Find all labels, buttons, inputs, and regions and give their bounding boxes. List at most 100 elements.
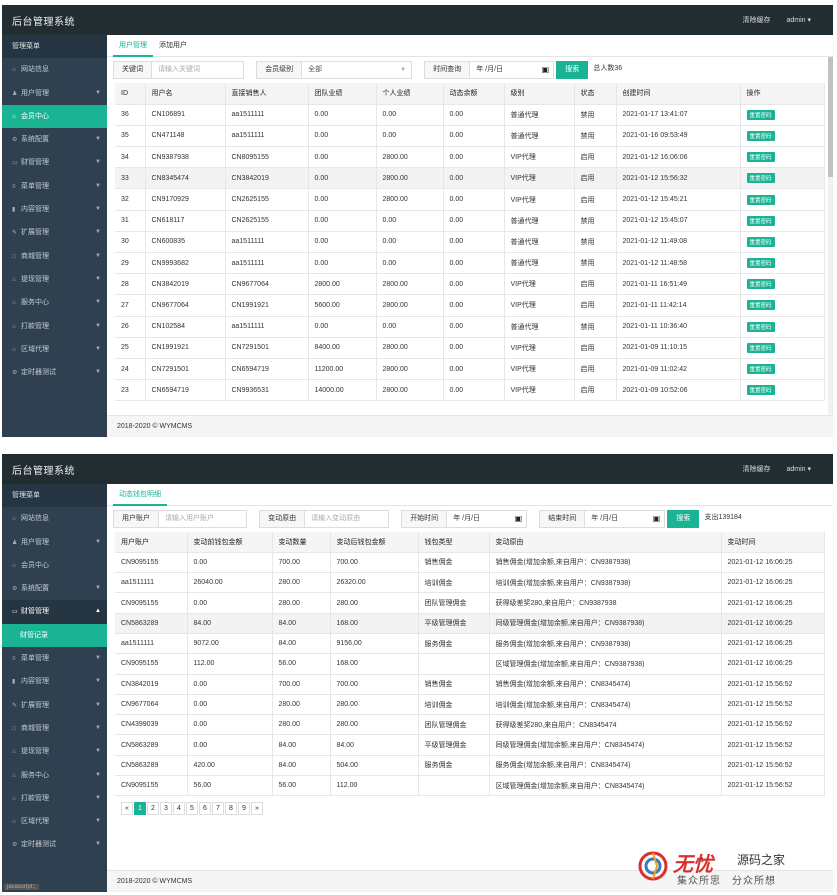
calendar-icon[interactable]: ▣ [541,65,550,74]
table-cell: 504.00 [330,755,419,777]
sidebar-item[interactable]: ⌂ 打款管理 ▼ [2,787,107,810]
sidebar-item[interactable]: □ 商城管理 ▼ [2,717,107,740]
sidebar-item[interactable]: ▮ 内容管理 ▼ [2,198,107,221]
table-cell: 启用 [574,358,617,381]
page-link[interactable]: 1 [134,802,146,816]
page-link[interactable]: 3 [160,802,172,816]
tab-item[interactable]: 动态钱包明细 [113,484,167,506]
reset-password-button[interactable]: 重置密码 [746,109,775,120]
page-link[interactable]: » [251,802,263,816]
user-menu[interactable]: admin ▾ [786,17,811,24]
sidebar-item[interactable]: ⚙ 系统配置 ▼ [2,577,107,600]
user-menu[interactable]: admin ▾ [786,466,811,473]
sidebar-item[interactable]: ⌂ 会员中心 [2,554,107,577]
table-cell: 获得级差奖280,来自用户：CN9387938 [489,592,722,614]
table-cell: 2021-01-12 11:49:08 [616,231,741,254]
sidebar-item[interactable]: ⌂ 打款管理 ▼ [2,315,107,338]
sidebar-item[interactable]: ▭ 财管管理 ▲ [2,600,107,624]
sidebar-item[interactable]: ⌂ 网站信息 [2,58,107,81]
page-link[interactable]: 5 [186,802,198,816]
table-cell: 2800.00 [376,273,444,296]
scrollbar[interactable] [828,57,833,415]
reset-password-button[interactable]: 重置密码 [746,194,775,205]
table-cell: 2021-01-12 11:48:58 [616,252,741,275]
reset-password-button[interactable]: 重置密码 [746,258,775,269]
sidebar-item[interactable]: 财管记录 [2,623,107,648]
reset-password-button[interactable]: 重置密码 [746,342,775,353]
sidebar-item[interactable]: ⚙ 定时器测试 ▼ [2,833,107,856]
sidebar-item[interactable]: ≡ 菜单管理 ▼ [2,175,107,198]
account-input[interactable]: 请输入用户账户 [159,510,247,528]
reset-password-button[interactable]: 重置密码 [746,130,775,141]
sidebar-item-label: 管理菜单 [12,492,40,499]
clear-cache-link[interactable]: 清除缓存 [742,17,771,24]
sidebar-item[interactable]: ⚙ 系统配置 ▼ [2,128,107,151]
sidebar-item[interactable]: ⌂ 会员中心 [2,104,107,129]
sidebar-item[interactable]: ✎ 扩展管理 ▼ [2,694,107,717]
sidebar-item[interactable]: ▭ 财管管理 ▼ [2,151,107,174]
table-row: CN5863289 84.00 84.00 168.00 平级管理佣金 同级管理佣金(增加… [115,613,825,634]
sidebar-item[interactable]: ≡ 菜单管理 ▼ [2,647,107,670]
sidebar-item[interactable]: ⌂ 区域代理 ▼ [2,810,107,833]
sidebar-item[interactable]: ⌂ 提现管理 ▼ [2,268,107,291]
table-cell: 重置密码 [740,316,825,338]
source-input[interactable]: 请输入变动原由 [305,510,390,528]
sidebar-item[interactable]: ♟ 用户管理 ▼ [2,531,107,554]
sidebar-item-label: 区域代理 [21,345,49,353]
table-cell: 9072.00 [187,633,273,655]
start-date-input[interactable]: 年 /月/日 ▣ [447,510,528,528]
reset-password-button[interactable]: 重置密码 [746,279,775,290]
end-date-input[interactable]: 年 /月/日 ▣ [585,510,666,528]
page-link[interactable]: 9 [238,802,250,816]
table-row: 35 CN471148 aa1511111 0.00 0.00 0.00 普通代理 禁用 202… [115,125,825,148]
sidebar-item[interactable]: ⌂ 服务中心 ▼ [2,764,107,787]
table-cell: 26 [115,316,146,338]
home-icon: ⌂ [12,516,16,523]
table-cell: VIP代理 [504,167,575,190]
sidebar-item[interactable]: ⌂ 区域代理 ▼ [2,338,107,361]
reset-password-button[interactable]: 重置密码 [746,321,775,332]
table-row: CN4399039 0.00 280.00 280.00 团队管理佣金 获得级差奖280,… [115,714,825,736]
search-button[interactable]: 搜索 [556,61,589,79]
sidebar-item[interactable]: □ 商城管理 ▼ [2,245,107,268]
calendar-icon[interactable]: ▣ [652,514,661,523]
tab-item[interactable]: 用户管理 [113,35,153,57]
reset-password-button[interactable]: 重置密码 [746,364,775,375]
page-link[interactable]: 6 [199,802,211,816]
table-cell: 平级管理佣金 [418,613,490,634]
chevron-down-icon: ▼ [95,841,101,848]
date-input[interactable]: 年 /月/日 ▣ [470,61,555,79]
tab-item[interactable]: 添加用户 [159,42,187,49]
clear-cache-link[interactable]: 清除缓存 [742,466,771,473]
sidebar-item[interactable]: ⌂ 提现管理 ▼ [2,740,107,763]
reset-password-button[interactable]: 重置密码 [746,152,775,163]
page-link[interactable]: « [121,802,133,816]
chevron-down-icon: ▼ [95,585,101,592]
sidebar-item[interactable]: ♟ 用户管理 ▼ [2,82,107,105]
reset-password-button[interactable]: 重置密码 [746,300,775,311]
sidebar-item[interactable]: ▮ 内容管理 ▼ [2,670,107,693]
page-link[interactable]: 7 [212,802,224,816]
search-button[interactable]: 搜索 [667,510,700,528]
sidebar-item[interactable]: ⚙ 定时器测试 ▼ [2,361,107,384]
home-icon: ⌂ [12,323,16,330]
book-icon: ▮ [12,207,16,214]
sidebar-item[interactable]: ⌂ 服务中心 ▼ [2,291,107,314]
reset-password-button[interactable]: 重置密码 [746,173,775,184]
reset-password-button[interactable]: 重置密码 [746,215,775,226]
page-link[interactable]: 2 [147,802,159,816]
reset-password-button[interactable]: 重置密码 [746,385,775,396]
level-select[interactable]: 全部 ▼ [302,61,413,79]
calendar-icon[interactable]: ▣ [514,514,523,523]
page-link[interactable]: 4 [173,802,185,816]
reset-password-button[interactable]: 重置密码 [746,236,775,247]
table-cell: CN1991921 [225,294,309,317]
table-cell: 2021-01-11 11:42:14 [616,294,741,317]
keyword-input[interactable]: 请输入关键词 [152,61,244,79]
scrollbar-thumb[interactable] [828,57,833,177]
page-link[interactable]: 8 [225,802,237,816]
sidebar-item[interactable]: ✎ 扩展管理 ▼ [2,221,107,244]
table-cell: 2021-01-12 15:45:21 [616,188,741,211]
table-cell: 2021-01-09 11:10:15 [616,337,741,359]
sidebar-item[interactable]: ⌂ 网站信息 [2,507,107,530]
